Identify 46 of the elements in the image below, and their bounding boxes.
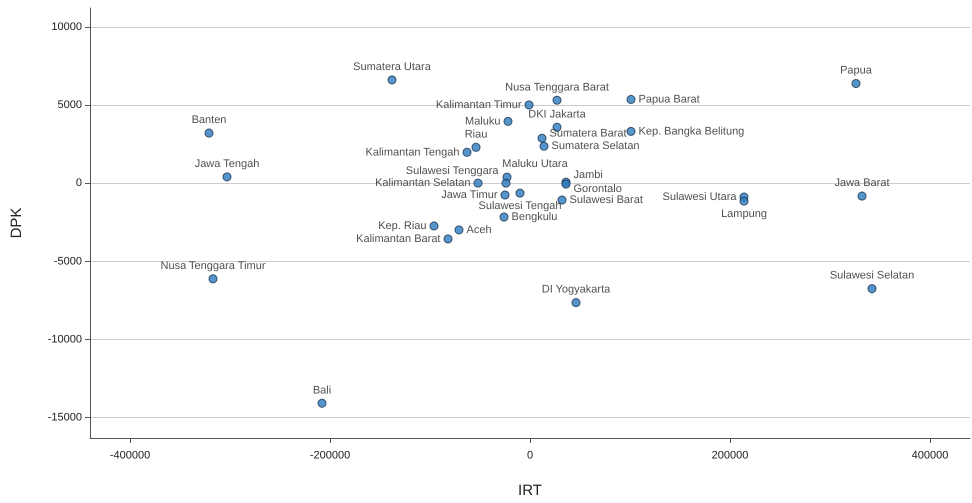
x-tick-label: 0: [526, 450, 534, 462]
data-label: Nusa Tenggara Barat: [505, 81, 609, 94]
data-label: DKI Jakarta: [528, 108, 587, 120]
data-label: Bengkulu: [512, 211, 558, 224]
data-label: Kep. Riau: [378, 220, 426, 232]
data-label: Papua: [840, 64, 873, 77]
data-label: Aceh: [466, 224, 492, 236]
x-tick-label: -200000: [310, 450, 350, 462]
data-label: Sulawesi Tenggara: [406, 165, 500, 178]
data-label: Kalimantan Tengah: [366, 146, 460, 158]
data-label: Bali: [312, 384, 332, 396]
data-label: Gorontalo: [574, 183, 622, 196]
x-tick-label: 200000: [712, 450, 748, 462]
data-label: Sulawesi Selatan: [830, 270, 914, 282]
data-label: Nusa Tenggara Timur: [160, 260, 266, 272]
y-tick-label: -15000: [48, 412, 82, 424]
data-label: Jawa Barat: [834, 177, 890, 190]
y-tick-label: -5000: [54, 255, 82, 268]
data-label: Jawa Timur: [441, 189, 498, 202]
data-label: Sumatera Selatan: [552, 140, 640, 152]
x-tick-label: -400000: [110, 450, 150, 462]
y-axis-title: DPK: [8, 208, 25, 238]
x-axis-title: IRT: [518, 482, 542, 499]
data-label: Sumatera Utara: [353, 60, 432, 73]
data-label: Jambi: [574, 169, 603, 182]
data-label: Papua Barat: [638, 93, 700, 106]
data-label: Maluku: [465, 115, 500, 128]
data-label: Riau: [464, 128, 488, 140]
data-label: Kalimantan Selatan: [375, 177, 470, 190]
data-label: Banten: [192, 114, 226, 126]
y-tick-label: -10000: [48, 333, 82, 346]
data-label: Sulawesi Tengah: [478, 200, 562, 212]
data-label: Kalimantan Timur: [436, 98, 522, 111]
data-label: Maluku Utara: [502, 158, 569, 170]
data-label: DI Yogyakarta: [542, 284, 612, 296]
y-tick-label: 10000: [51, 20, 82, 33]
data-label: Sumatera Barat: [550, 127, 627, 140]
data-label: Sulawesi Barat: [570, 194, 643, 206]
data-label: Jawa Tengah: [194, 158, 260, 170]
data-label: Kep. Bangka Belitung: [638, 125, 744, 138]
data-label: Lampung: [721, 208, 767, 220]
x-tick-label: 400000: [912, 450, 948, 462]
data-label: Sulawesi Utara: [662, 191, 738, 204]
y-tick-label: 5000: [58, 98, 82, 111]
y-tick-label: 0: [76, 177, 82, 190]
data-label: Kalimantan Barat: [356, 232, 440, 245]
